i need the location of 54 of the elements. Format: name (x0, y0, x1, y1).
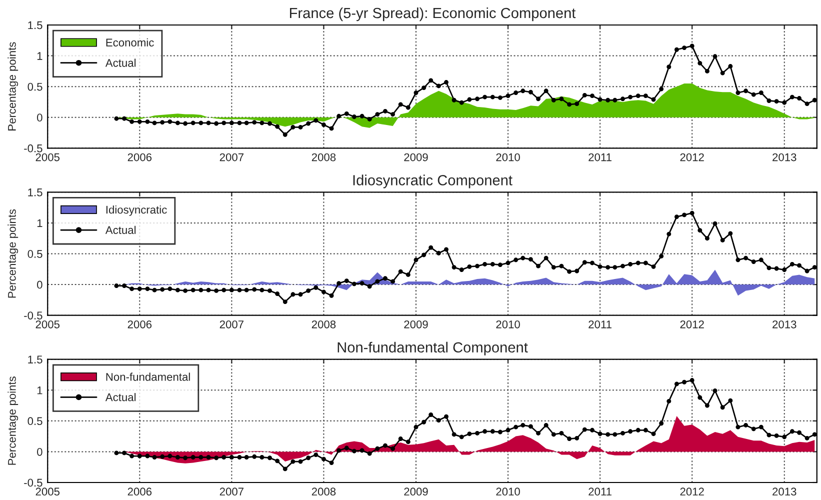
x-tick-label: 2009 (404, 320, 428, 328)
y-tick-label: 0 (37, 114, 42, 122)
legend-label: Idiosyncratic (106, 206, 167, 216)
x-tick-label: 2013 (772, 488, 796, 496)
y-tick-label: 1 (37, 386, 42, 394)
x-tick-label: 2012 (680, 153, 704, 162)
x-tick-label: 2006 (128, 153, 152, 162)
x-tick-label: 2007 (220, 320, 244, 328)
x-tick-label: 2009 (404, 488, 428, 496)
legend-label: Actual (105, 393, 136, 402)
legend-label: Actual (105, 226, 136, 234)
y-tick-label: 0.5 (28, 417, 42, 426)
x-tick-label: 2007 (220, 153, 244, 162)
chart-title: Idiosyncratic Component (353, 174, 512, 188)
y-tick-label: 0.5 (28, 250, 42, 258)
x-tick-label: 2010 (496, 320, 520, 328)
y-tick-label: 1 (37, 219, 42, 227)
x-tick-label: 2008 (312, 320, 336, 328)
y-tick-label: -0.5 (24, 312, 42, 320)
legend-label: Actual (105, 58, 136, 67)
y-axis-title: Percentage points (8, 376, 18, 465)
x-tick-label: 2008 (312, 153, 336, 162)
chart-title: Non-fundamental Component (338, 342, 528, 356)
y-tick-label: 0.5 (28, 82, 42, 91)
chart-title: France (5-yr Spread): Economic Component (290, 7, 576, 22)
x-tick-label: 2011 (588, 153, 612, 162)
x-tick-label: 2006 (128, 488, 152, 496)
x-tick-label: 2007 (220, 488, 244, 496)
x-tick-label: 2013 (772, 153, 796, 162)
x-tick-label: 2005 (36, 320, 60, 328)
y-axis-title: Percentage points (8, 209, 18, 298)
x-tick-label: 2011 (588, 488, 612, 496)
x-tick-label: 2012 (680, 488, 704, 496)
y-tick-label: 1.5 (28, 356, 42, 364)
y-tick-label: -0.5 (24, 144, 42, 152)
y-tick-label: 1.5 (28, 188, 42, 196)
x-tick-label: 2013 (772, 320, 796, 328)
y-tick-label: 0 (37, 280, 42, 289)
x-tick-label: 2005 (36, 488, 60, 496)
x-tick-label: 2008 (312, 488, 336, 496)
y-tick-label: 1 (37, 52, 42, 60)
x-tick-label: 2010 (496, 488, 520, 496)
x-tick-label: 2005 (36, 153, 60, 162)
y-tick-label: 1.5 (28, 21, 42, 30)
legend-label: Non-fundamental (106, 372, 190, 381)
y-tick-label: -0.5 (24, 478, 42, 487)
y-tick-label: 0 (37, 448, 42, 456)
legend-label: Economic (106, 38, 154, 46)
y-axis-title: Percentage points (8, 42, 18, 130)
x-tick-label: 2010 (496, 153, 520, 162)
x-tick-label: 2009 (404, 153, 428, 162)
x-tick-label: 2006 (128, 320, 152, 328)
x-tick-label: 2011 (588, 320, 612, 328)
x-tick-label: 2012 (680, 320, 704, 328)
